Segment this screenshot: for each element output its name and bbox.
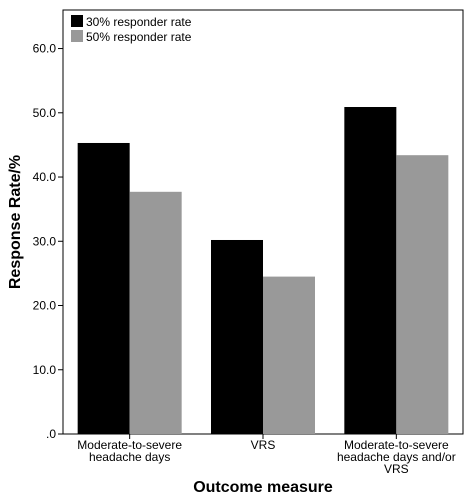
bar-50-cat-2 (396, 155, 449, 435)
x-category-label: Moderate-to-severe headache days and/or VR… (337, 438, 456, 476)
bars (77, 107, 449, 435)
bar-50-cat-0 (129, 191, 182, 434)
y-tick-label: 50.0 (33, 106, 57, 120)
legend-swatch-30 (71, 15, 83, 27)
y-tick-label: 20.0 (33, 299, 57, 313)
x-category-label: VRS (251, 438, 276, 452)
y-tick-label: 10.0 (33, 363, 57, 377)
x-category-label: Moderate-to-severe headache days (77, 438, 182, 464)
x-axis-title: Outcome measure (193, 479, 333, 496)
legend-label-30: 30% responder rate (86, 15, 192, 29)
bar-30-cat-0 (77, 142, 130, 434)
legend: 30% responder rate 50% responder rate (71, 15, 192, 44)
bar-30-cat-2 (344, 107, 397, 435)
y-tick-label: 40.0 (33, 170, 57, 184)
legend-label-50: 50% responder rate (86, 30, 192, 44)
x-axis-labels: Moderate-to-severe headache days VRS Modera… (77, 434, 456, 476)
y-tick-label: 60.0 (33, 42, 57, 56)
y-axis-title: Response Rate/% (7, 155, 24, 289)
y-tick-label: 30.0 (33, 234, 57, 248)
y-axis-ticks: .0 10.0 20.0 30.0 40.0 50.0 60.0 (33, 42, 63, 441)
bar-30-cat-1 (211, 239, 263, 434)
legend-swatch-50 (71, 30, 83, 42)
y-tick-label: .0 (46, 427, 56, 441)
bar-50-cat-1 (263, 276, 315, 434)
